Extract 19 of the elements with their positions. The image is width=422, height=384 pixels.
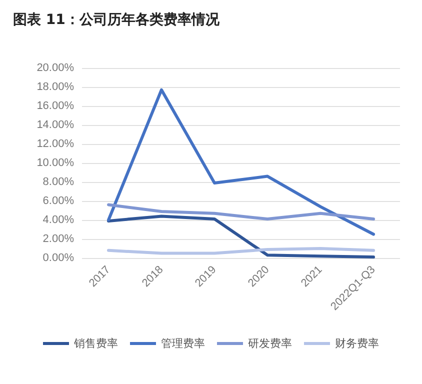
- y-tick-label: 16.00%: [36, 100, 74, 112]
- legend-label: 销售费率: [73, 337, 118, 350]
- y-tick-label: 4.00%: [42, 214, 74, 226]
- legend-label: 研发费率: [248, 337, 292, 350]
- line-series: [107, 88, 375, 236]
- line-series: [107, 214, 375, 259]
- y-tick-label: 20.00%: [36, 62, 74, 74]
- chart-title: 图表 11：公司历年各类费率情况: [13, 11, 220, 28]
- y-tick-label: 0.00%: [42, 252, 74, 264]
- y-tick-label: 2.00%: [42, 233, 74, 245]
- y-tick-label: 18.00%: [36, 81, 74, 93]
- legend-label: 财务费率: [335, 337, 379, 350]
- y-tick-label: 8.00%: [42, 176, 74, 188]
- y-tick-label: 14.00%: [36, 119, 74, 131]
- legend-label: 管理费率: [161, 337, 205, 350]
- y-tick-label: 12.00%: [36, 138, 74, 150]
- line-series: [107, 203, 375, 221]
- y-tick-label: 6.00%: [42, 195, 74, 207]
- y-tick-label: 10.00%: [36, 157, 74, 169]
